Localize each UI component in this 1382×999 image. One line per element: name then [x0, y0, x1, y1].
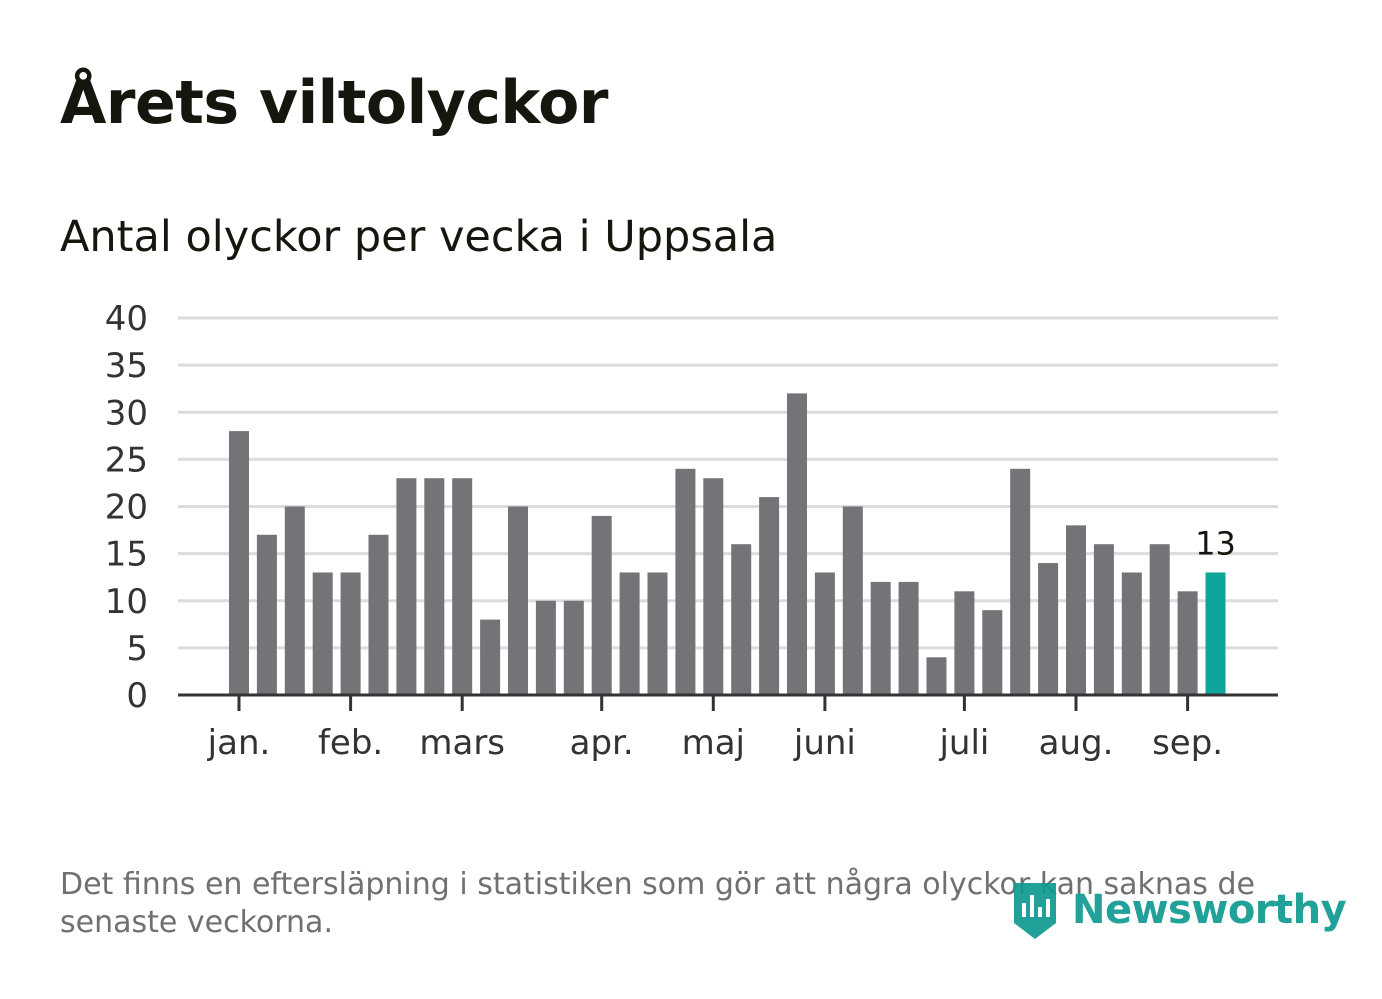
bar — [312, 572, 333, 695]
x-tick-label: feb. — [318, 723, 383, 763]
bar — [1010, 468, 1031, 695]
bar — [870, 581, 891, 695]
y-tick-label: 25 — [105, 440, 148, 480]
bar — [424, 478, 445, 695]
bar — [591, 515, 612, 695]
bar — [284, 506, 305, 695]
bar — [563, 600, 584, 695]
bar-chart: 0 5 10 15 20 25 30 35 40 jan. feb. mars apr. maj juni… — [105, 299, 1278, 763]
bar — [1066, 525, 1086, 695]
bar — [256, 534, 277, 695]
y-tick-label: 35 — [105, 346, 148, 386]
annotations: 13 — [1195, 524, 1236, 562]
x-tick-label: juni — [793, 723, 856, 763]
logo-text: Newsworthy — [1072, 887, 1347, 933]
bar — [1149, 544, 1170, 695]
y-axis-ticks: 0 5 10 15 20 25 30 35 40 — [105, 299, 148, 716]
bar — [1177, 591, 1198, 695]
newsworthy-logo: Newsworthy — [1010, 878, 1347, 942]
bar — [452, 478, 473, 695]
y-tick-label: 0 — [126, 676, 148, 716]
gridlines — [178, 316, 1278, 650]
x-tick-label: mars — [419, 723, 505, 763]
y-tick-label: 10 — [105, 582, 148, 622]
bar — [1038, 563, 1059, 695]
y-tick-label: 5 — [126, 629, 148, 669]
y-tick-label: 20 — [105, 488, 148, 528]
bar — [787, 393, 807, 695]
bar — [759, 497, 780, 695]
y-tick-label: 30 — [105, 393, 148, 433]
bar — [480, 619, 501, 695]
bar — [898, 581, 919, 695]
chart-subtitle: Antal olyckor per vecka i Uppsala — [60, 212, 778, 262]
bar — [731, 544, 752, 695]
bar — [954, 591, 975, 695]
bar — [982, 610, 1003, 695]
newsworthy-logo-icon — [1014, 883, 1056, 939]
bar — [814, 572, 835, 695]
bar — [1093, 544, 1114, 695]
bar — [508, 506, 528, 695]
bar — [647, 572, 668, 695]
bar — [926, 657, 947, 695]
data-label: 13 — [1195, 524, 1236, 562]
bar — [535, 600, 556, 695]
chart-title: Årets viltolyckor — [60, 68, 609, 138]
y-tick-label: 40 — [105, 299, 148, 339]
bar — [619, 572, 640, 695]
bar — [1205, 572, 1226, 695]
x-tick-label: apr. — [570, 723, 634, 763]
bar — [842, 506, 863, 695]
x-tick-label: maj — [682, 723, 745, 763]
bar — [675, 468, 696, 695]
y-tick-label: 15 — [105, 535, 148, 575]
bar — [396, 478, 417, 695]
x-tick-label: jan. — [207, 723, 271, 763]
bar — [703, 478, 724, 695]
x-tick-label: juli — [938, 723, 989, 763]
bar — [1121, 572, 1142, 695]
bar — [340, 572, 361, 695]
bars — [229, 393, 1226, 695]
x-tick-label: aug. — [1039, 723, 1114, 763]
bar — [368, 534, 389, 695]
x-tick-label: sep. — [1152, 723, 1223, 763]
x-axis-ticks: jan. feb. mars apr. maj juni juli aug. sep. — [207, 695, 1223, 763]
bar — [229, 431, 249, 695]
